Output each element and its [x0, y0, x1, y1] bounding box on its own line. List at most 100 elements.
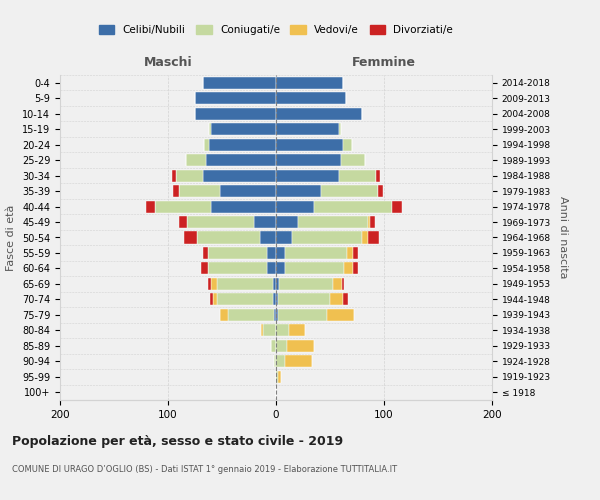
Bar [179, 216, 187, 228]
Bar [210, 294, 214, 306]
Bar [197, 232, 260, 243]
Bar [276, 170, 338, 181]
Bar [298, 216, 368, 228]
Bar [284, 262, 344, 274]
Bar [203, 170, 276, 181]
Bar [276, 216, 298, 228]
Bar [353, 262, 358, 274]
Bar [176, 170, 203, 181]
Bar [343, 138, 352, 150]
Bar [209, 123, 211, 135]
Text: Popolazione per età, sesso e stato civile - 2019: Popolazione per età, sesso e stato civil… [12, 435, 343, 448]
Bar [220, 309, 229, 321]
Bar [284, 356, 311, 368]
Text: Maschi: Maschi [143, 56, 193, 68]
Bar [276, 123, 338, 135]
Y-axis label: Fasce di età: Fasce di età [7, 204, 16, 270]
Bar [146, 200, 155, 212]
Text: Femmine: Femmine [352, 56, 416, 68]
Bar [276, 247, 284, 259]
Bar [292, 232, 362, 243]
Bar [254, 216, 276, 228]
Bar [276, 294, 278, 306]
Bar [278, 294, 330, 306]
Bar [327, 309, 354, 321]
Bar [362, 232, 368, 243]
Bar [187, 154, 206, 166]
Bar [338, 170, 376, 181]
Bar [287, 340, 314, 352]
Bar [273, 294, 276, 306]
Bar [203, 76, 276, 89]
Bar [289, 324, 305, 336]
Bar [211, 278, 217, 290]
Bar [276, 356, 284, 368]
Bar [211, 123, 276, 135]
Bar [276, 92, 346, 104]
Bar [217, 294, 273, 306]
Bar [276, 340, 287, 352]
Bar [209, 138, 276, 150]
Bar [370, 216, 376, 228]
Bar [276, 108, 362, 120]
Bar [276, 232, 292, 243]
Bar [284, 247, 347, 259]
Bar [260, 232, 276, 243]
Bar [278, 309, 327, 321]
Y-axis label: Anni di nascita: Anni di nascita [557, 196, 568, 279]
Bar [344, 262, 353, 274]
Bar [179, 185, 220, 197]
Bar [271, 340, 276, 352]
Bar [211, 200, 276, 212]
Bar [276, 262, 284, 274]
Bar [376, 170, 380, 181]
Bar [276, 76, 343, 89]
Legend: Celibi/Nubili, Coniugati/e, Vedovi/e, Divorziati/e: Celibi/Nubili, Coniugati/e, Vedovi/e, Di… [95, 22, 457, 38]
Bar [208, 262, 268, 274]
Bar [276, 309, 278, 321]
Bar [229, 309, 274, 321]
Bar [368, 216, 370, 228]
Bar [208, 278, 211, 290]
Bar [274, 356, 276, 368]
Bar [155, 200, 211, 212]
Bar [261, 324, 263, 336]
Bar [342, 278, 344, 290]
Bar [206, 154, 276, 166]
Bar [202, 262, 208, 274]
Bar [276, 185, 322, 197]
Bar [187, 216, 254, 228]
Bar [220, 185, 276, 197]
Bar [314, 200, 392, 212]
Bar [279, 278, 333, 290]
Bar [341, 154, 365, 166]
Bar [353, 247, 358, 259]
Bar [184, 232, 197, 243]
Bar [330, 294, 343, 306]
Bar [268, 262, 276, 274]
Bar [214, 294, 217, 306]
Bar [268, 247, 276, 259]
Bar [217, 278, 273, 290]
Bar [392, 200, 403, 212]
Bar [276, 278, 279, 290]
Bar [273, 278, 276, 290]
Bar [276, 138, 343, 150]
Bar [368, 232, 379, 243]
Bar [333, 278, 342, 290]
Bar [263, 324, 276, 336]
Bar [276, 154, 341, 166]
Bar [276, 370, 278, 383]
Bar [208, 247, 268, 259]
Bar [343, 294, 349, 306]
Bar [278, 370, 281, 383]
Bar [203, 138, 209, 150]
Bar [377, 185, 383, 197]
Bar [338, 123, 341, 135]
Text: COMUNE DI URAGO D’OGLIO (BS) - Dati ISTAT 1° gennaio 2019 - Elaborazione TUTTITA: COMUNE DI URAGO D’OGLIO (BS) - Dati ISTA… [12, 465, 397, 474]
Bar [172, 170, 176, 181]
Bar [274, 309, 276, 321]
Bar [322, 185, 377, 197]
Bar [276, 200, 314, 212]
Bar [276, 324, 289, 336]
